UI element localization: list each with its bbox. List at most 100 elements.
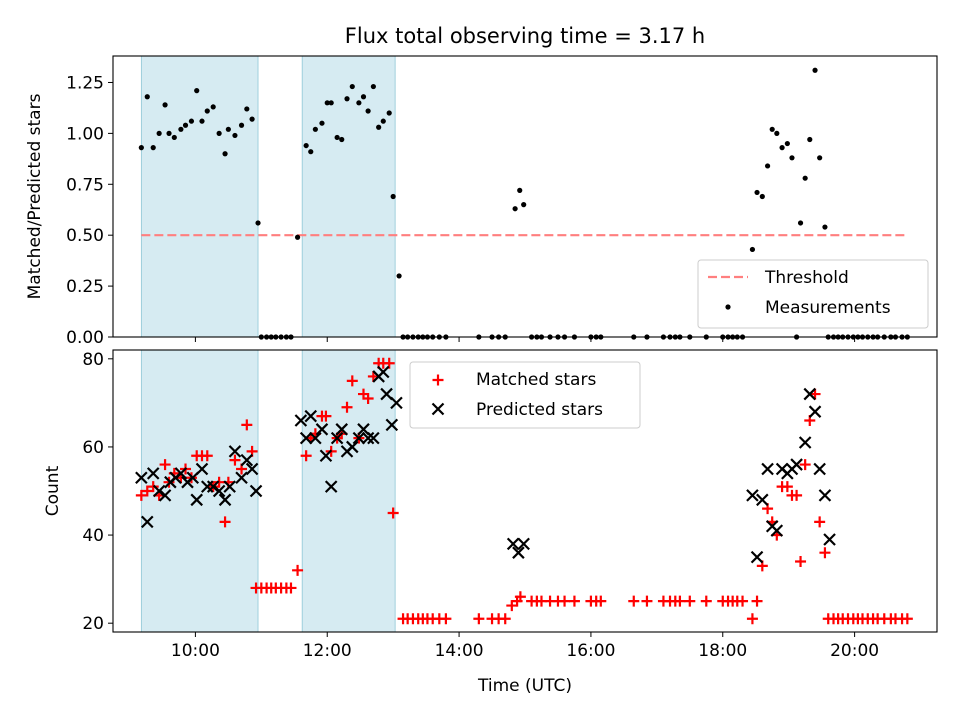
matched-star-marker <box>219 516 231 528</box>
measurement-point <box>210 104 216 110</box>
measurement-point <box>255 220 261 226</box>
matched-star-marker <box>362 392 374 404</box>
top-legend: Threshold Measurements <box>697 259 929 329</box>
predicted-star-marker <box>376 365 390 379</box>
shaded-interval <box>140 349 259 633</box>
x-tick-label: 10:00 <box>171 641 220 661</box>
matched-star-marker <box>292 564 304 576</box>
measurement-point <box>365 108 371 114</box>
predicted-star-marker <box>361 431 375 445</box>
predicted-star-marker <box>135 471 148 485</box>
bottom-y-axis-label: Count <box>43 465 63 516</box>
bottom-plot-frame <box>112 349 938 633</box>
top-plot-frame <box>112 55 938 338</box>
measurement-point <box>138 145 144 151</box>
matched-star-marker <box>819 547 831 559</box>
matched-star-marker <box>135 489 147 501</box>
measurement-point <box>360 94 367 100</box>
legend-plus-marker <box>432 374 444 386</box>
measurement-point <box>749 246 756 253</box>
measurement-point <box>244 106 250 112</box>
y-tick-label: 0.50 <box>66 226 104 246</box>
measurement-point <box>166 130 172 136</box>
shaded-interval <box>301 55 396 338</box>
predicted-star-marker <box>357 423 370 436</box>
matched-star-marker <box>809 388 821 400</box>
matched-star-marker <box>568 595 580 607</box>
y-tick-label: 1.00 <box>66 124 104 144</box>
matched-star-marker <box>595 595 607 607</box>
matched-star-marker <box>700 595 712 607</box>
predicted-star-marker <box>141 515 154 529</box>
matched-star-marker <box>641 595 653 607</box>
measurement-point <box>188 118 195 124</box>
measurement-point <box>339 136 345 143</box>
observing-window-shading <box>140 55 396 338</box>
matched-star-marker <box>285 582 297 594</box>
measurement-point <box>396 273 402 279</box>
predicted-star-marker <box>174 467 188 480</box>
matched-star-marker <box>674 595 686 607</box>
predicted-star-marker <box>294 414 308 427</box>
matched-star-marker <box>346 375 358 387</box>
shaded-interval <box>301 349 396 633</box>
matched-star-marker <box>684 595 696 607</box>
predicted-star-marker <box>346 440 359 454</box>
predicted-star-marker <box>330 431 344 445</box>
matched-star-marker <box>791 489 803 501</box>
predicted-star-marker <box>240 453 254 467</box>
bottom-x-axis: 10:00 12:00 14:00 16:00 18:00 20:00 <box>171 632 879 661</box>
x-tick-label: 16:00 <box>566 641 615 661</box>
measurement-point <box>171 134 177 141</box>
x-tick-label: 20:00 <box>830 641 879 661</box>
measurement-point <box>156 130 162 136</box>
matched-star-marker <box>746 613 758 625</box>
shaded-interval <box>140 55 259 338</box>
matched-star-marker <box>320 410 332 422</box>
top-x-ticks <box>194 337 856 342</box>
matched-star-marker <box>241 419 253 431</box>
bottom-legend-box <box>409 361 641 429</box>
legend-matched-label: Matched stars <box>476 370 596 390</box>
predicted-star-marker <box>517 537 530 551</box>
y-tick-label: 40 <box>82 526 104 546</box>
legend-measurements-swatch <box>725 304 731 310</box>
measurement-point <box>312 126 318 132</box>
predicted-star-marker <box>512 546 525 559</box>
legend-matched-swatch <box>432 374 444 386</box>
measurement-point <box>817 155 823 161</box>
measurement-point <box>308 149 314 155</box>
measurement-point <box>769 126 775 132</box>
matched-star-marker <box>440 613 452 625</box>
measurement-point <box>182 122 189 128</box>
y-tick-label: 1.25 <box>66 73 104 93</box>
matched-star-marker <box>201 450 213 462</box>
measurement-point <box>294 234 301 240</box>
measurement-point <box>370 83 376 90</box>
x-tick-label: 14:00 <box>435 641 484 661</box>
y-tick-label: 0.25 <box>66 277 104 297</box>
predicted-star-marker <box>309 431 322 445</box>
predicted-star-marker <box>146 467 160 480</box>
measurement-point <box>779 145 785 151</box>
predicted-star-marker <box>315 423 329 436</box>
predicted-star-marker <box>750 550 764 564</box>
measurement-point <box>222 151 228 157</box>
predicted-star-marker <box>761 462 774 476</box>
measurement-point <box>238 122 245 128</box>
measurement-point <box>789 155 795 161</box>
matched-star-marker <box>300 450 312 462</box>
predicted-star-marker <box>299 431 313 445</box>
predicted-star-marker <box>245 462 259 476</box>
matched-star-marker <box>737 595 749 607</box>
predicted-star-marker <box>228 445 242 458</box>
x-axis-label: Time (UTC) <box>477 676 572 696</box>
legend-x-marker <box>431 402 445 416</box>
measurement-point <box>334 134 340 141</box>
measurement-point <box>822 224 828 230</box>
predicted-star-marker <box>319 449 333 463</box>
matched-star-marker <box>341 401 353 413</box>
predicted-star-marker <box>818 489 832 502</box>
bottom-y-axis: 20 40 60 80 <box>82 350 113 634</box>
matched-star-marker <box>367 370 379 382</box>
